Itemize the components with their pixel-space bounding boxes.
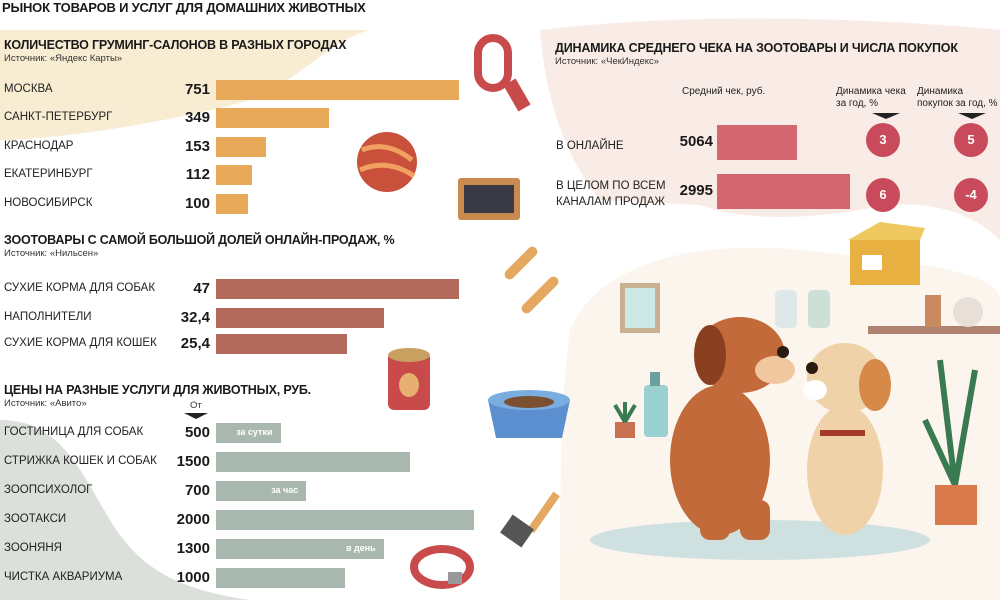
chart-title: КОЛИЧЕСТВО ГРУМИНГ-САЛОНОВ В РАЗНЫХ ГОРО… [4, 38, 347, 52]
value-label: 112 [185, 166, 210, 183]
value-label: 100 [184, 195, 210, 212]
category-label: ЧИСТКА АКВАРИУМА [4, 571, 123, 583]
category-label: ГОСТИНИЦА ДЛЯ СОБАК [4, 426, 144, 438]
box-icon [848, 222, 925, 285]
bar [216, 108, 329, 128]
value-label: 1300 [176, 540, 210, 557]
down-arrow-icon [184, 413, 208, 419]
bar [216, 137, 266, 157]
bar [216, 308, 384, 328]
value-label: 153 [184, 138, 210, 155]
bar [216, 452, 410, 472]
value-label: 32,4 [180, 309, 210, 326]
bar [216, 80, 459, 100]
plant-icon [613, 359, 978, 525]
ball-icon [357, 132, 417, 192]
bar [216, 165, 253, 185]
chart-title: ДИНАМИКА СРЕДНЕГО ЧЕКА НА ЗООТОВАРЫ И ЧИ… [555, 41, 958, 55]
purchases-change-badge: -4 [954, 178, 988, 212]
chart-title: ЦЕНЫ НА РАЗНЫЕ УСЛУГИ ДЛЯ ЖИВОТНЫХ, РУБ. [4, 383, 311, 397]
row-label: В ОНЛАЙНЕ [556, 140, 624, 152]
chart-source: Источник: «ЧекИндекс» [555, 56, 660, 67]
check-value: 5064 [679, 133, 713, 150]
category-label: СУХИЕ КОРМА ДЛЯ КОШЕК [4, 337, 157, 349]
chart-source: Источник: «Авито» [4, 398, 87, 409]
category-label: МОСКВА [4, 83, 53, 95]
bar [216, 510, 474, 530]
bar [216, 194, 249, 214]
down-arrow-icon [872, 113, 900, 119]
value-label: 1500 [176, 453, 210, 470]
dog-big-icon [670, 317, 795, 540]
collar-icon [410, 545, 474, 589]
bar: за сутки [216, 423, 281, 443]
can-icon [388, 348, 430, 410]
check-change-badge: 6 [866, 178, 900, 212]
category-label: НОВОСИБИРСК [4, 197, 93, 209]
category-label: ЗООНЯНЯ [4, 542, 62, 554]
value-label: 25,4 [180, 335, 210, 352]
bar-note: в день [345, 543, 376, 553]
purchases-change-badge: 5 [954, 123, 988, 157]
leash-icon [474, 34, 531, 112]
page-title: РЫНОК ТОВАРОВ И УСЛУГ ДЛЯ ДОМАШНИХ ЖИВОТ… [2, 0, 366, 15]
value-label: 47 [193, 280, 210, 297]
bar-note: за сутки [236, 427, 273, 437]
value-label: 751 [184, 81, 210, 98]
down-arrow-icon [958, 113, 986, 119]
chart-source: Источник: «Нильсен» [4, 248, 99, 259]
bone-icon [504, 246, 559, 314]
column-header: Динамика покупок за год, % [917, 86, 998, 109]
grooming-brush-icon [500, 491, 560, 548]
row-label: В ЦЕЛОМ ПО ВСЕМ КАНАЛАМ ПРОДАЖ [556, 180, 666, 208]
bar: в день [216, 539, 384, 559]
value-label: 500 [184, 424, 210, 441]
category-label: ЗООТАКСИ [4, 513, 67, 525]
picture-frame-icon [620, 283, 660, 333]
value-label: 700 [184, 482, 210, 499]
value-label: 1000 [176, 569, 210, 586]
category-label: КРАСНОДАР [4, 140, 74, 152]
check-bar [717, 174, 850, 209]
check-bar [717, 125, 797, 160]
category-label: СУХИЕ КОРМА ДЛЯ СОБАК [4, 282, 156, 294]
category-label: ЗООПСИХОЛОГ [4, 484, 93, 496]
from-label: От [190, 400, 202, 411]
value-label: 2000 [176, 511, 210, 528]
category-label: НАПОЛНИТЕЛИ [4, 311, 92, 323]
check-change-badge: 3 [866, 123, 900, 157]
column-header: Средний чек, руб. [682, 86, 766, 97]
column-header: Динамика чека за год, % [836, 86, 906, 109]
category-label: САНКТ-ПЕТЕРБУРГ [4, 111, 113, 123]
category-label: ЕКАТЕРИНБУРГ [4, 168, 93, 180]
chart-title: ЗООТОВАРЫ С САМОЙ БОЛЬШОЙ ДОЛЕЙ ОНЛАЙН-П… [4, 233, 395, 247]
shelf-icon [775, 290, 1000, 334]
check-value: 2995 [679, 182, 713, 199]
value-label: 349 [184, 109, 210, 126]
bar: за час [216, 481, 307, 501]
brush-icon [458, 178, 520, 220]
chart-source: Источник: «Яндекс Карты» [4, 53, 123, 64]
dog-small-icon [803, 343, 891, 535]
bar [216, 568, 345, 588]
category-label: СТРИЖКА КОШЕК И СОБАК [4, 455, 157, 467]
bottle-icon [644, 372, 668, 437]
bowl-icon [488, 390, 570, 438]
bar [216, 334, 348, 354]
bar [216, 279, 459, 299]
bar-note: за час [271, 485, 299, 495]
